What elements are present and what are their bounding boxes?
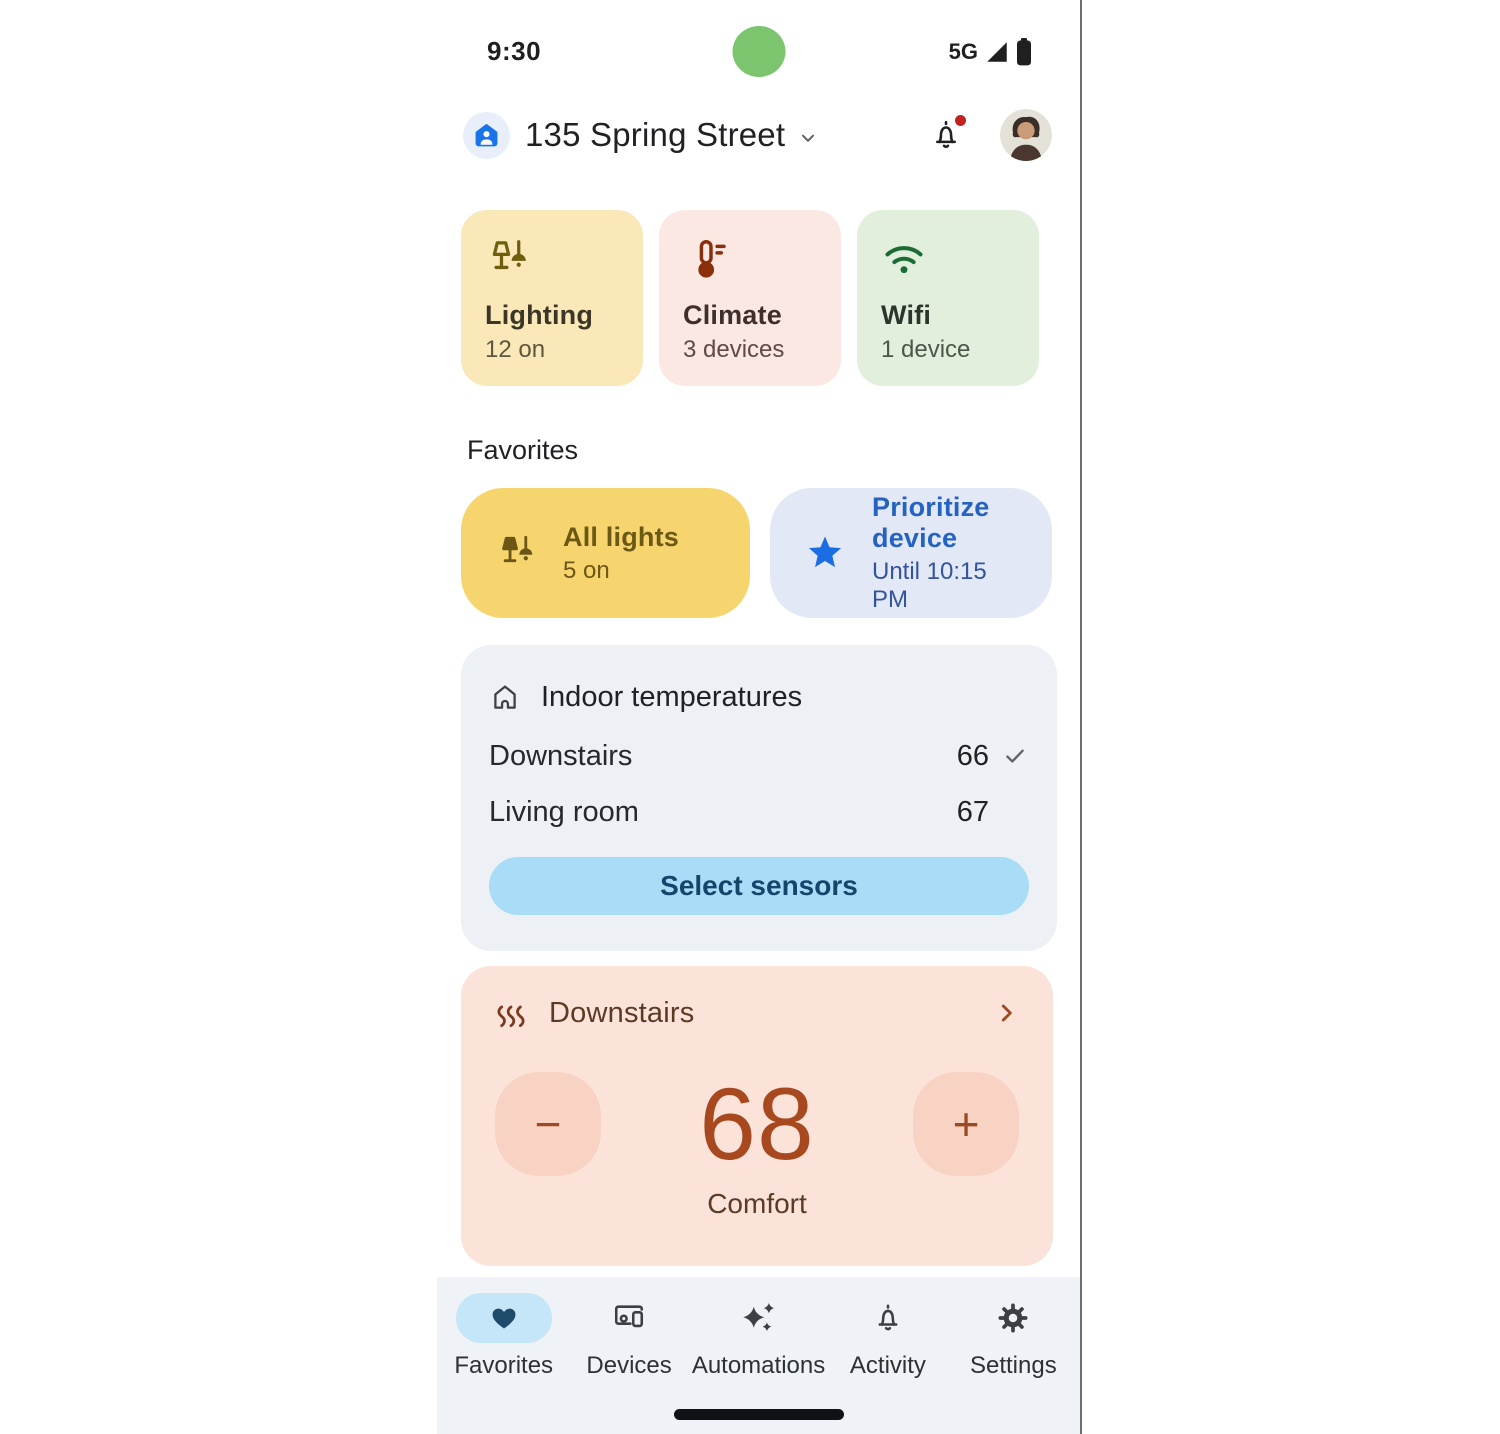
card-wifi[interactable]: Wifi 1 device <box>857 210 1039 386</box>
thermostat-header-link[interactable]: Downstairs <box>495 996 1019 1030</box>
favorite-prioritize-device[interactable]: Prioritize device Until 10:15 PM <box>770 488 1052 618</box>
heat-icon <box>495 996 527 1030</box>
status-time: 9:30 <box>487 36 542 66</box>
star-icon <box>804 532 846 574</box>
card-climate[interactable]: Climate 3 devices <box>659 210 841 386</box>
home-name: 135 Spring Street <box>525 116 786 153</box>
chevron-right-icon <box>993 1000 1019 1026</box>
sensor-value: 66 <box>956 739 989 772</box>
nav-tab-devices[interactable]: Devices <box>566 1293 691 1434</box>
category-cards-row: Lighting 12 on Climate 3 devices <box>461 210 1056 386</box>
heart-icon <box>492 1308 516 1329</box>
status-bar: 9:30 5G <box>437 0 1080 77</box>
check-icon <box>989 742 1029 770</box>
bottom-navigation: Favorites Devices <box>437 1277 1080 1434</box>
card-sublabel: 3 devices <box>683 336 785 363</box>
card-lighting[interactable]: Lighting 12 on <box>461 210 643 386</box>
indoor-temperatures-card: Indoor temperatures Downstairs 66 Living… <box>461 645 1057 951</box>
nav-label: Devices <box>586 1352 672 1379</box>
temperature-decrease-button[interactable]: − <box>495 1072 601 1176</box>
indoor-temperatures-header: Indoor temperatures <box>489 681 1029 713</box>
network-type-label: 5G <box>948 38 978 64</box>
app-header: 135 Spring Street <box>463 105 1052 165</box>
status-icons: 5G <box>948 37 1032 66</box>
home-indicator-bar[interactable] <box>673 1409 844 1420</box>
favorite-all-lights[interactable]: All lights 5 on <box>461 488 750 618</box>
favorites-row: All lights 5 on Prioritize device Until … <box>461 488 1056 618</box>
card-label: Wifi <box>881 300 932 330</box>
select-sensors-button[interactable]: Select sensors <box>489 857 1029 915</box>
notification-badge <box>953 113 968 128</box>
home-structure-icon <box>463 111 510 159</box>
sensor-name: Living room <box>489 795 639 828</box>
nav-label: Settings <box>969 1352 1057 1379</box>
thermometer-icon <box>683 236 817 286</box>
chevron-down-icon <box>797 127 819 149</box>
account-avatar[interactable] <box>1000 109 1052 161</box>
sparkles-icon <box>742 1302 774 1332</box>
battery-icon <box>1016 37 1032 66</box>
nav-tab-favorites[interactable]: Favorites <box>441 1293 566 1434</box>
temperature-increase-button[interactable]: + <box>913 1072 1019 1176</box>
sensor-row-downstairs[interactable]: Downstairs 66 <box>489 739 1029 772</box>
wifi-icon <box>881 236 1015 286</box>
nav-tab-activity[interactable]: Activity <box>825 1293 950 1434</box>
sensor-value: 67 <box>956 795 989 828</box>
indoor-temperatures-title: Indoor temperatures <box>541 680 803 713</box>
signal-strength-icon <box>985 40 1009 64</box>
card-label: Climate <box>683 300 782 330</box>
nav-tab-settings[interactable]: Settings <box>951 1293 1076 1434</box>
favorite-label: Prioritize device <box>872 492 990 553</box>
favorites-heading: Favorites <box>467 435 579 465</box>
thermostat-controls: − 68 + <box>495 1072 1019 1176</box>
lamp-filled-icon <box>495 532 537 574</box>
nav-tab-automations[interactable]: Automations <box>692 1293 825 1434</box>
phone-screen: 9:30 5G <box>437 0 1080 1434</box>
thermostat-card: Downstairs − 68 + Comfort <box>461 966 1053 1266</box>
lamp-icon <box>485 236 619 286</box>
gear-icon <box>998 1303 1028 1333</box>
favorite-label: All lights <box>563 521 679 552</box>
temperature-value: 68 <box>699 1067 815 1181</box>
card-label: Lighting <box>485 300 594 330</box>
favorite-sublabel: Until 10:15 PM <box>872 558 987 613</box>
sensor-row-living-room[interactable]: Living room 67 <box>489 795 1029 828</box>
sensor-name: Downstairs <box>489 739 633 772</box>
bell-icon <box>878 1304 898 1331</box>
thermostat-mode: Comfort <box>707 1188 807 1219</box>
favorite-sublabel: 5 on <box>563 556 610 584</box>
nav-label: Activity <box>849 1352 926 1379</box>
active-tab-pill <box>455 1293 552 1343</box>
house-icon <box>489 681 521 713</box>
notifications-button[interactable] <box>928 113 968 153</box>
bell-icon <box>936 120 956 149</box>
card-sublabel: 12 on <box>485 336 546 363</box>
thermostat-name: Downstairs <box>549 996 695 1029</box>
nav-label: Automations <box>691 1352 826 1379</box>
nav-label: Favorites <box>454 1352 554 1379</box>
home-selector[interactable]: 135 Spring Street <box>463 111 819 159</box>
screenshot-right-border <box>1080 0 1082 1434</box>
devices-icon <box>615 1305 644 1328</box>
camera-privacy-dot <box>732 26 785 77</box>
card-sublabel: 1 device <box>881 336 971 363</box>
